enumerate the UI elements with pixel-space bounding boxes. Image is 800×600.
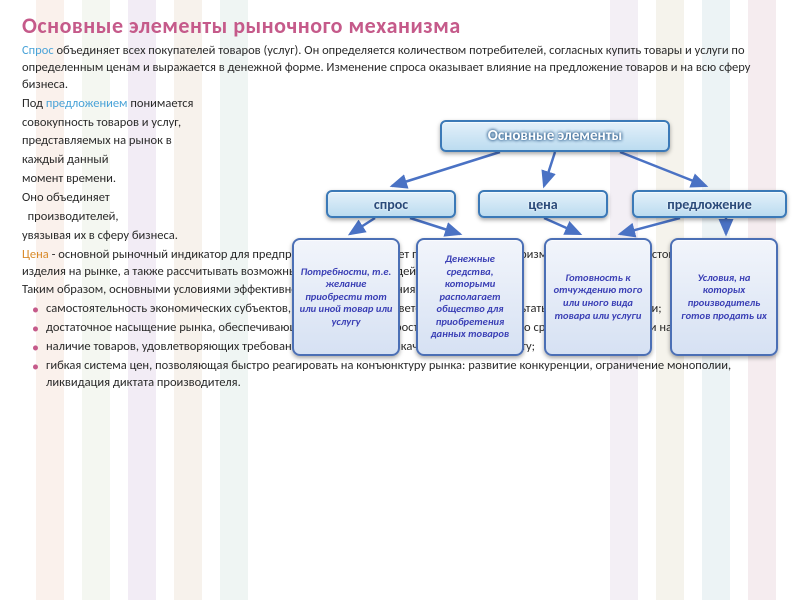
- term-predlozhenie: предложением: [46, 96, 128, 111]
- diagram-mid-spros: спрос: [326, 190, 456, 218]
- page-title: Основные элементы рыночного механизма: [0, 0, 800, 43]
- diagram: Основные элементы спрос цена предложение…: [320, 120, 790, 370]
- text: объединяет всех покупателей товаров (усл…: [22, 43, 750, 92]
- diagram-root: Основные элементы: [440, 120, 670, 152]
- diagram-leaf-2: Денежные средства, которыми располагает …: [416, 238, 524, 356]
- diagram-leaf-4: Условия, на которых производитель готов …: [670, 238, 778, 356]
- diagram-leaf-1: Потребности, т.е. желание приобрести тот…: [292, 238, 400, 356]
- term-spros: Спрос: [22, 43, 54, 58]
- diagram-leaf-3: Готовность к отчуждению того или иного в…: [544, 238, 652, 356]
- term-cena: Цена: [22, 247, 49, 262]
- diagram-mid-cena: цена: [478, 190, 608, 218]
- text: Под: [22, 96, 46, 111]
- diagram-mid-predlozhenie: предложение: [632, 190, 787, 218]
- text: понимается: [128, 96, 194, 111]
